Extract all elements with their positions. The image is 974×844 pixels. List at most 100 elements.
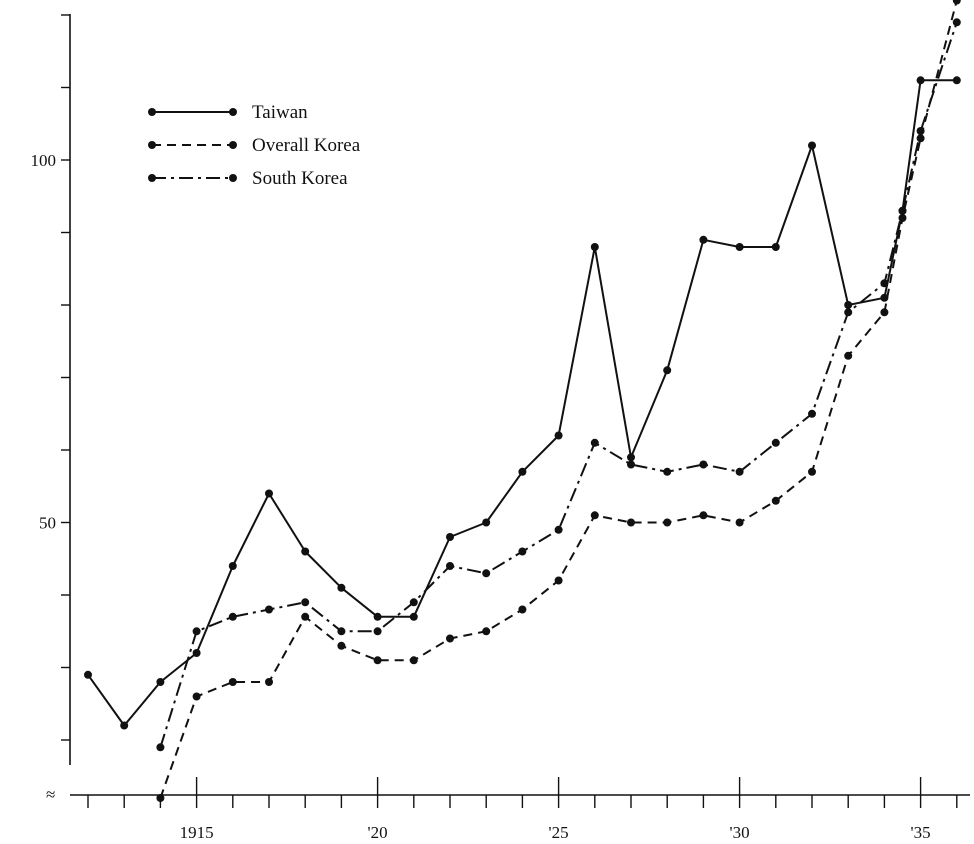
data-point xyxy=(590,438,599,447)
data-point xyxy=(265,489,273,498)
data-point xyxy=(663,366,672,375)
legend-entry: South Korea xyxy=(148,168,348,189)
data-point xyxy=(880,308,889,317)
data-point xyxy=(192,692,201,701)
data-point xyxy=(482,627,491,636)
series-taiwan xyxy=(84,76,961,730)
y-tick-label: 100 xyxy=(31,151,57,170)
data-point xyxy=(590,511,599,520)
data-point xyxy=(699,511,708,520)
data-point xyxy=(808,141,816,150)
data-point xyxy=(771,496,780,505)
data-point xyxy=(880,293,889,302)
data-point xyxy=(808,409,816,418)
data-point xyxy=(952,0,961,5)
data-point xyxy=(228,612,237,621)
x-tick-label: '30 xyxy=(730,823,750,842)
data-point xyxy=(627,518,635,527)
data-point xyxy=(735,467,744,476)
chart-axes: ≈50 100 1915 '20 '25 '30 '35 xyxy=(31,14,970,842)
data-point xyxy=(337,627,346,636)
data-point xyxy=(518,467,527,476)
data-point xyxy=(409,598,418,607)
data-point xyxy=(771,438,780,447)
data-point xyxy=(156,678,165,686)
data-point xyxy=(265,678,273,686)
legend-marker xyxy=(229,174,237,182)
legend-entry: Overall Korea xyxy=(148,135,361,156)
data-point xyxy=(699,235,708,244)
data-point xyxy=(735,243,744,251)
legend-entry: Taiwan xyxy=(148,102,308,123)
data-point xyxy=(952,76,961,85)
data-point xyxy=(771,243,780,251)
data-point xyxy=(192,649,201,657)
data-point xyxy=(265,605,273,614)
legend-marker xyxy=(229,141,237,149)
data-point xyxy=(735,518,744,527)
data-point xyxy=(84,670,92,679)
x-tick-label: '20 xyxy=(368,823,388,842)
chart-legend: Taiwan Overall Korea South Korea xyxy=(148,102,361,189)
series-south-korea xyxy=(156,18,961,752)
data-point xyxy=(844,308,853,317)
data-point xyxy=(446,533,454,541)
data-point xyxy=(844,351,853,360)
data-point xyxy=(373,656,382,665)
data-point xyxy=(156,743,165,752)
data-point xyxy=(554,576,563,585)
data-point xyxy=(373,627,382,636)
data-point xyxy=(446,562,454,570)
data-point xyxy=(952,18,961,27)
data-point xyxy=(898,214,907,222)
data-point xyxy=(808,467,816,476)
data-point xyxy=(228,678,237,686)
data-point xyxy=(663,518,672,527)
data-point xyxy=(337,641,346,650)
data-point xyxy=(627,460,635,469)
data-point xyxy=(301,598,310,607)
data-point xyxy=(301,612,310,621)
data-point xyxy=(228,562,237,570)
series-line xyxy=(159,21,958,748)
data-point xyxy=(482,518,491,527)
data-point xyxy=(373,612,382,621)
x-tick-label: '35 xyxy=(911,823,931,842)
x-tick-label: 1915 xyxy=(180,823,214,842)
data-point xyxy=(192,627,201,636)
legend-label: South Korea xyxy=(252,168,348,189)
data-point xyxy=(916,76,925,85)
data-point xyxy=(518,605,527,614)
data-point xyxy=(301,547,310,556)
data-point xyxy=(898,206,907,215)
data-point xyxy=(120,721,129,730)
legend-label: Overall Korea xyxy=(252,135,361,156)
data-point xyxy=(482,569,491,578)
data-point xyxy=(880,279,889,288)
data-point xyxy=(590,243,599,251)
legend-marker xyxy=(229,108,237,116)
data-point xyxy=(554,431,563,440)
data-point xyxy=(156,794,165,802)
legend-label: Taiwan xyxy=(252,102,308,123)
data-point xyxy=(409,656,418,665)
series-line xyxy=(87,79,957,727)
x-tick-label: '25 xyxy=(549,823,569,842)
data-point xyxy=(337,583,346,592)
data-point xyxy=(554,525,563,534)
data-point xyxy=(699,460,708,469)
legend-marker xyxy=(148,108,156,116)
data-point xyxy=(627,453,635,462)
legend-marker xyxy=(148,174,156,182)
legend-marker xyxy=(148,141,156,149)
series-overall-korea xyxy=(156,0,961,802)
y-tick-label: 50 xyxy=(39,514,56,533)
data-point xyxy=(446,634,454,643)
data-point xyxy=(844,301,853,309)
data-point xyxy=(518,547,527,556)
y-axis-break: ≈ xyxy=(46,785,55,804)
data-point xyxy=(916,127,925,135)
data-point xyxy=(663,467,672,476)
series-line xyxy=(159,0,958,799)
